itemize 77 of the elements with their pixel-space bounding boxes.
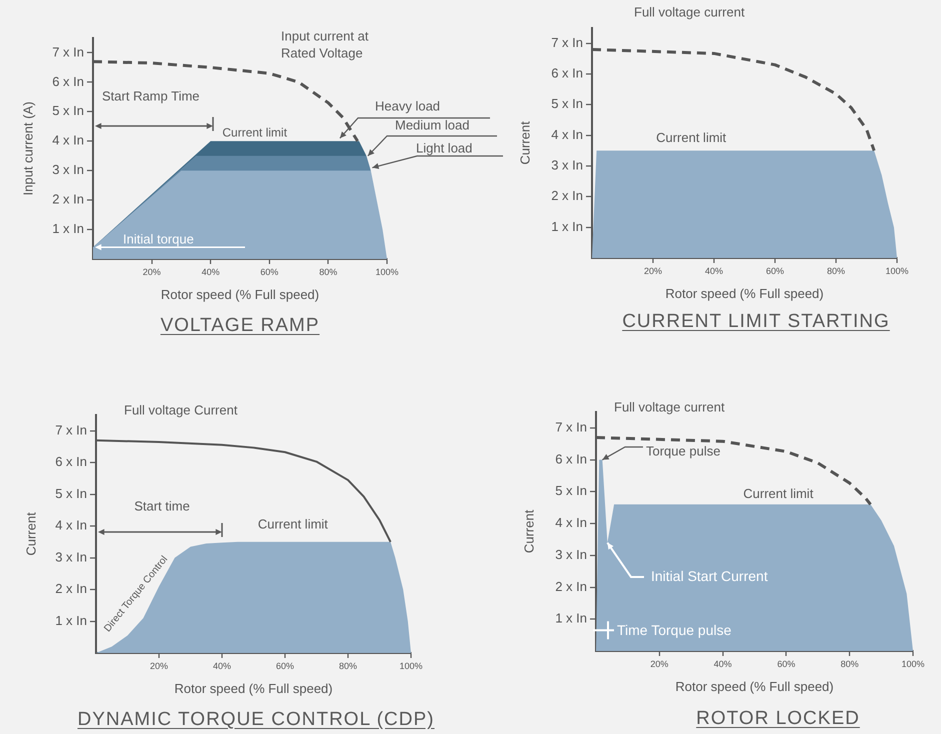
- annotation: Current limit: [656, 130, 727, 146]
- x-tick-label: 20%: [150, 660, 168, 671]
- y-tick-label: 4 x In: [52, 132, 84, 148]
- annotation: Full voltage Current: [124, 402, 238, 418]
- y-axis-title: Current: [23, 512, 38, 556]
- x-tick-label: 100%: [399, 660, 423, 671]
- annotation: Current limit: [258, 516, 328, 532]
- x-tick-label: 60%: [276, 660, 294, 671]
- annotation: Heavy load: [375, 98, 440, 114]
- annotation: Input current at Rated Voltage: [281, 28, 369, 61]
- x-tick-label: 80%: [840, 658, 859, 669]
- y-tick-label: 3 x In: [55, 549, 87, 564]
- y-tick-label: 6 x In: [555, 451, 587, 466]
- x-tick-label: 20%: [142, 266, 161, 277]
- x-tick-label: 100%: [375, 266, 399, 277]
- annotation: Full voltage current: [614, 400, 725, 415]
- y-tick-label: 7 x In: [52, 44, 84, 60]
- annotation: Initial Start Current: [651, 568, 768, 584]
- y-tick-label: 5 x In: [551, 96, 583, 112]
- x-tick-label: 40%: [212, 660, 232, 671]
- text: CURRENT LIMIT STARTING: [622, 311, 890, 333]
- x-tick-label: 40%: [714, 658, 732, 669]
- y-tick-label: 6 x In: [55, 454, 87, 470]
- annotation: Start time: [134, 498, 190, 514]
- y-tick-label: 7 x In: [555, 420, 587, 435]
- text: DYNAMIC TORQUE CONTROL (CDP): [77, 709, 435, 731]
- y-tick-label: 1 x In: [52, 221, 84, 236]
- annotation: Current limit: [743, 486, 814, 501]
- annotation: Start Ramp Time: [102, 88, 200, 104]
- x-axis-title: Rotor speed (% Full speed): [665, 286, 824, 301]
- x-tick-label: 60%: [260, 266, 278, 277]
- x-tick-label: 20%: [650, 658, 668, 669]
- x-tick-label: 100%: [885, 266, 909, 276]
- x-tick-label: 60%: [777, 658, 796, 669]
- annotation: Current limit: [222, 125, 288, 140]
- annotation: Initial torque: [123, 232, 194, 247]
- y-tick-label: 1 x In: [55, 612, 87, 628]
- y-tick-label: 3 x In: [555, 546, 587, 562]
- annotation: Medium load: [395, 118, 470, 133]
- y-tick-label: 6 x In: [52, 74, 84, 89]
- y-tick-label: 6 x In: [551, 66, 583, 81]
- y-tick-label: 2 x In: [551, 188, 583, 204]
- x-tick-label: 40%: [202, 266, 220, 277]
- y-tick-label: 4 x In: [55, 518, 87, 533]
- y-tick-label: 7 x In: [551, 34, 583, 50]
- x-tick-label: 80%: [826, 266, 846, 276]
- y-tick-label: 5 x In: [555, 483, 587, 498]
- annotation: Time Torque pulse: [617, 622, 732, 638]
- y-tick-label: 1 x In: [555, 610, 587, 626]
- annotation: Torque pulse: [646, 444, 720, 459]
- y-tick-label: 7 x In: [55, 422, 87, 438]
- x-tick-label: 60%: [766, 266, 784, 276]
- y-axis-title: Current: [521, 509, 536, 554]
- y-tick-label: 1 x In: [551, 218, 583, 234]
- x-axis-title: Rotor speed (% Full speed): [160, 286, 320, 302]
- text: Full voltage current: [634, 4, 745, 20]
- y-axis-title: Input current (A): [20, 102, 36, 196]
- y-tick-label: 2 x In: [55, 581, 87, 596]
- x-axis-title: Rotor speed (% Full speed): [675, 678, 834, 694]
- x-tick-label: 80%: [338, 660, 358, 671]
- y-tick-label: 5 x In: [52, 103, 84, 118]
- y-tick-label: 4 x In: [551, 126, 583, 142]
- y-tick-label: 4 x In: [555, 515, 587, 530]
- y-axis-title: Current: [517, 120, 532, 165]
- x-axis-title: Rotor speed (% Full speed): [174, 680, 333, 696]
- annotation: Light load: [416, 140, 472, 156]
- y-tick-label: 5 x In: [55, 486, 87, 501]
- y-tick-label: 3 x In: [52, 162, 84, 178]
- text: VOLTAGE RAMP: [160, 315, 320, 337]
- x-tick-label: 20%: [644, 266, 662, 276]
- x-tick-label: 100%: [901, 658, 925, 669]
- x-tick-label: 80%: [319, 266, 338, 277]
- y-tick-label: 2 x In: [555, 578, 587, 594]
- y-tick-label: 2 x In: [52, 192, 84, 207]
- x-tick-label: 40%: [704, 266, 724, 276]
- text: ROTOR LOCKED: [696, 708, 860, 730]
- y-tick-label: 3 x In: [551, 158, 583, 173]
